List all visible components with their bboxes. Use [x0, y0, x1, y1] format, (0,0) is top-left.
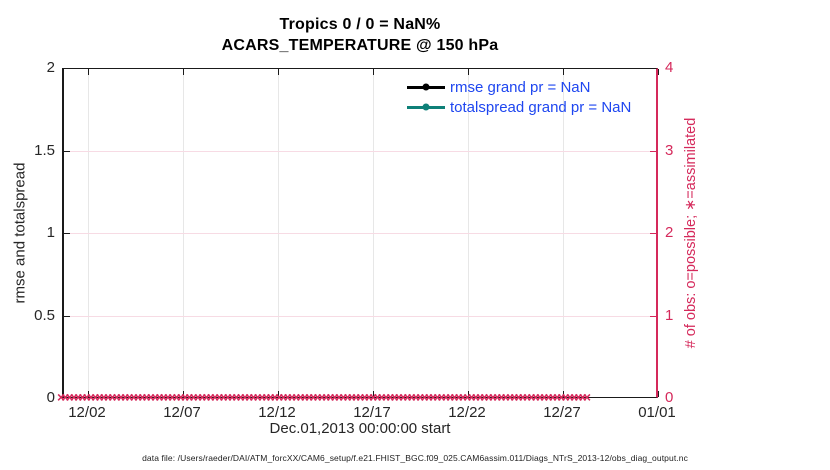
- x-tick-label: 12/02: [68, 404, 106, 421]
- left-tick-label: 0.5: [34, 306, 55, 324]
- x-tick-mark: [373, 69, 374, 75]
- right-tick-mark: [650, 233, 656, 234]
- left-tick-mark: [64, 150, 70, 152]
- legend: rmse grand pr = NaN totalspread grand pr…: [407, 77, 631, 117]
- legend-dot-icon: [422, 83, 430, 91]
- chart-title-line2: ACARS_TEMPERATURE @ 150 hPa: [221, 37, 499, 54]
- left-tick-label: 2: [46, 59, 55, 76]
- legend-item-rmse: rmse grand pr = NaN: [407, 77, 631, 97]
- right-tick-label: 1: [665, 306, 674, 324]
- legend-line-sample-rmse: [407, 82, 445, 92]
- x-tick-mark: [658, 391, 659, 397]
- x-tick-mark: [88, 391, 89, 397]
- gridline-horizontal: [64, 315, 656, 317]
- data-file-path: data file: /Users/raeder/DAI/ATM_forcXX/…: [142, 453, 688, 463]
- legend-label-rmse: rmse grand pr = NaN: [450, 78, 591, 96]
- x-tick-label: 12/12: [258, 404, 296, 421]
- left-tick-label: 0: [46, 389, 55, 406]
- x-tick-mark: [563, 69, 564, 75]
- x-tick-label: 12/22: [448, 404, 486, 421]
- x-tick-mark: [658, 69, 659, 75]
- x-axis-label: Dec.01,2013 00:00:00 start: [269, 420, 451, 437]
- right-tick-label: 4: [665, 59, 674, 76]
- x-tick-label: 01/01: [638, 404, 676, 421]
- x-tick-mark: [278, 391, 279, 397]
- legend-label-totalspread: totalspread grand pr = NaN: [450, 98, 632, 116]
- x-tick-label: 12/07: [163, 404, 201, 421]
- legend-item-totalspread: totalspread grand pr = NaN: [407, 97, 631, 117]
- right-tick-label: 0: [665, 389, 674, 406]
- plot-area: [62, 68, 659, 398]
- right-tick-label: 3: [665, 141, 674, 159]
- x-tick-mark: [468, 391, 469, 397]
- chart-title-line1: Tropics 0 / 0 = NaN%: [279, 16, 441, 33]
- x-tick-mark: [563, 391, 564, 397]
- x-tick-mark: [183, 69, 184, 75]
- x-tick-label: 12/17: [353, 404, 391, 421]
- x-tick-mark: [183, 391, 184, 397]
- x-tick-mark: [468, 69, 469, 75]
- chart-title: Tropics 0 / 0 = NaN% ACARS_TEMPERATURE @…: [62, 14, 658, 56]
- x-tick-mark: [278, 69, 279, 75]
- obs-count-marker-band: ××××××××××××××××××××××××××××××××××××××××…: [57, 391, 591, 405]
- x-tick-label: 12/27: [543, 404, 581, 421]
- left-tick-label: 1.5: [34, 141, 55, 159]
- left-tick-mark: [64, 233, 70, 234]
- right-tick-mark: [650, 315, 656, 317]
- legend-dot-icon: [422, 103, 430, 111]
- left-tick-mark: [64, 315, 70, 317]
- legend-line-sample-totalspread: [407, 102, 445, 112]
- left-tick-label: 1: [46, 224, 55, 241]
- gridline-horizontal: [64, 150, 656, 152]
- right-tick-label: 2: [665, 224, 674, 241]
- gridline-horizontal: [64, 233, 656, 234]
- x-tick-mark: [88, 69, 89, 75]
- x-tick-mark: [373, 391, 374, 397]
- right-tick-mark: [650, 150, 656, 152]
